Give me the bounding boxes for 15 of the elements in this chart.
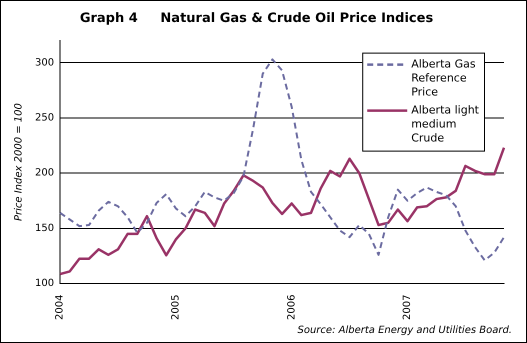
x-tick-label: 2006 xyxy=(286,294,298,320)
y-tick-label: 100 xyxy=(34,278,54,290)
legend-label: Alberta Gas Reference Price xyxy=(411,57,476,98)
x-tick-label: 2004 xyxy=(54,294,66,320)
chart-title: Graph 4 Natural Gas & Crude Oil Price Indices xyxy=(80,11,434,26)
x-tick-label: 2005 xyxy=(170,294,182,320)
line-series xyxy=(59,58,505,262)
y-tick-label: 300 xyxy=(34,57,54,68)
x-tick-label: 2007 xyxy=(402,294,414,320)
legend-label: Alberta light medium Crude xyxy=(411,103,480,144)
y-tick-label: 150 xyxy=(34,222,54,234)
y-tick-label: 250 xyxy=(34,112,54,124)
source-note: Source: Alberta Energy and Utilities Board. xyxy=(298,325,512,336)
y-tick-label: 200 xyxy=(34,168,54,179)
y-axis-title: Price Index 2000 = 100 xyxy=(14,103,25,222)
